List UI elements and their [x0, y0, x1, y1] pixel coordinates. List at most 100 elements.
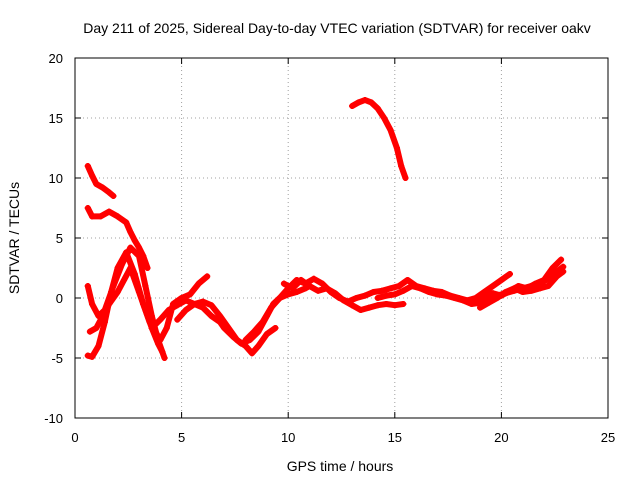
data-point [89, 213, 96, 220]
data-point [229, 333, 236, 340]
data-point [157, 337, 164, 343]
data-series [84, 205, 151, 271]
data-point [368, 99, 375, 106]
data-point [259, 319, 266, 325]
data-point [165, 307, 172, 313]
data-point [199, 304, 206, 311]
data-point [142, 283, 149, 289]
data-point [99, 313, 106, 319]
data-point [323, 285, 330, 292]
data-point [545, 283, 552, 289]
data-point [398, 163, 405, 169]
data-point [127, 229, 134, 235]
data-point [361, 292, 368, 299]
data-point [199, 298, 206, 305]
data-point [494, 295, 501, 301]
data-point [99, 184, 106, 191]
data-point [541, 277, 548, 283]
grid-lines [75, 58, 608, 418]
data-point [276, 295, 283, 301]
data-point [86, 328, 93, 335]
data-point [355, 99, 362, 106]
data-point [381, 115, 388, 121]
y-axis-label: SDTVAR / TECUs [6, 182, 22, 294]
data-point [123, 219, 130, 226]
data-point [374, 105, 381, 112]
data-point [84, 352, 91, 359]
y-tick-label: 20 [49, 51, 63, 66]
data-point [248, 350, 255, 357]
data-point [560, 268, 567, 275]
x-tick-label: 20 [494, 430, 508, 445]
data-point [97, 213, 104, 220]
data-point [108, 289, 115, 295]
data-point [106, 189, 113, 196]
x-tick-label: 10 [281, 430, 295, 445]
data-point [468, 301, 475, 307]
data-point [216, 319, 223, 325]
data-point [366, 304, 373, 311]
data-point [349, 103, 356, 109]
data-point [182, 307, 189, 313]
data-point [310, 275, 317, 282]
data-point [238, 340, 245, 347]
data-point [502, 289, 509, 295]
data-point [89, 301, 96, 307]
x-tick-label: 5 [178, 430, 185, 445]
data-point [306, 283, 313, 289]
data-point [293, 289, 300, 295]
data-point [340, 297, 347, 304]
data-point [511, 285, 518, 292]
data-point [391, 291, 398, 298]
data-point [255, 343, 262, 349]
data-series [84, 249, 166, 360]
data-point [370, 289, 377, 295]
series-line [349, 97, 409, 181]
data-point [159, 349, 166, 355]
data-point [146, 319, 153, 325]
data-point [84, 283, 91, 289]
x-tick-label: 15 [388, 430, 402, 445]
data-point [242, 337, 249, 343]
tick-layer: 0 5 10 15 20 25 -10 -5 0 5 10 15 20 [44, 51, 615, 445]
data-point [460, 297, 467, 304]
data-point [489, 290, 496, 297]
data-point [123, 249, 130, 256]
data-point [417, 285, 424, 292]
data-point [404, 277, 411, 283]
data-point [408, 283, 415, 289]
data-point [536, 285, 543, 292]
x-tick-label: 25 [601, 430, 615, 445]
y-tick-label: 5 [56, 231, 63, 246]
data-point [442, 292, 449, 299]
data-point [174, 302, 181, 309]
data-point [174, 316, 181, 323]
data-point [272, 325, 279, 331]
y-tick-label: 0 [56, 291, 63, 306]
plot-frame [74, 57, 609, 419]
data-point [131, 237, 138, 244]
data-point [93, 181, 100, 187]
data-point [121, 277, 128, 283]
data-point [157, 316, 164, 323]
data-series [477, 268, 567, 311]
series-line [86, 265, 211, 343]
data-point [195, 280, 202, 287]
data-point [148, 325, 155, 331]
x-axis-label: GPS time / hours [287, 458, 394, 474]
data-point [477, 304, 484, 311]
data-point [221, 325, 228, 331]
data-point [553, 273, 560, 280]
data-point [84, 205, 91, 211]
data-point [374, 295, 381, 301]
data-point [106, 208, 113, 215]
data-point [114, 289, 121, 295]
data-point [110, 193, 117, 199]
data-point [472, 298, 479, 305]
data-point [114, 265, 121, 271]
data-point [374, 302, 381, 309]
data-series [86, 265, 211, 343]
data-point [135, 253, 142, 259]
data-point [182, 297, 189, 304]
